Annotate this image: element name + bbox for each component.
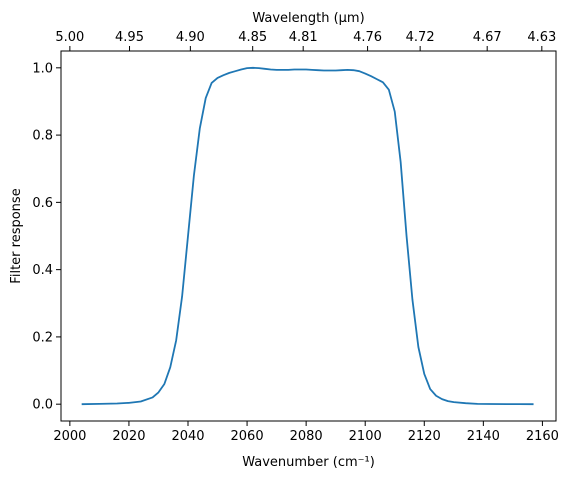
top-tick-label: 4.63 [527,30,556,45]
top-tick-label: 4.67 [473,30,502,45]
y-tick-label: 1.0 [32,61,53,76]
plot-frame [60,50,557,422]
top-axis-label: Wavelength (μm) [252,11,364,26]
x-axis-label: Wavenumber (cm⁻¹) [242,455,375,470]
x-tick-label: 2140 [467,429,500,444]
y-axis-ticks: 0.0 0.2 0.4 0.6 0.8 1.0 [32,61,61,413]
top-tick-label: 4.72 [406,30,435,45]
y-tick-label: 0.4 [32,263,53,278]
top-tick-label: 4.76 [353,30,382,45]
series-line [81,66,534,406]
x-tick-label: 2060 [231,429,264,444]
top-tick-label: 4.85 [238,30,267,45]
y-axis-label: Filter response [9,188,24,283]
x-tick-label: 2020 [112,429,145,444]
x-tick-label: 2080 [290,429,323,444]
x-tick-label: 2160 [526,429,559,444]
top-tick-label: 4.90 [176,30,205,45]
top-axis-ticks: 5.00 4.95 4.90 4.85 4.81 4.76 4.72 4.67 4.63 [55,30,556,51]
y-tick-label: 0.2 [32,330,53,345]
top-tick-label: 5.00 [55,30,84,45]
top-tick-label: 4.95 [115,30,144,45]
y-tick-label: 0.6 [32,196,53,211]
y-tick-label: 0.0 [32,398,53,413]
x-tick-label: 2100 [349,429,382,444]
x-tick-label: 2040 [171,429,204,444]
x-axis-ticks: 2000 2020 2040 2060 2080 2100 2120 2140 2160 [53,421,559,444]
top-tick-label: 4.81 [289,30,318,45]
x-tick-label: 2120 [408,429,441,444]
y-tick-label: 0.8 [32,129,53,144]
x-tick-label: 2000 [53,429,86,444]
